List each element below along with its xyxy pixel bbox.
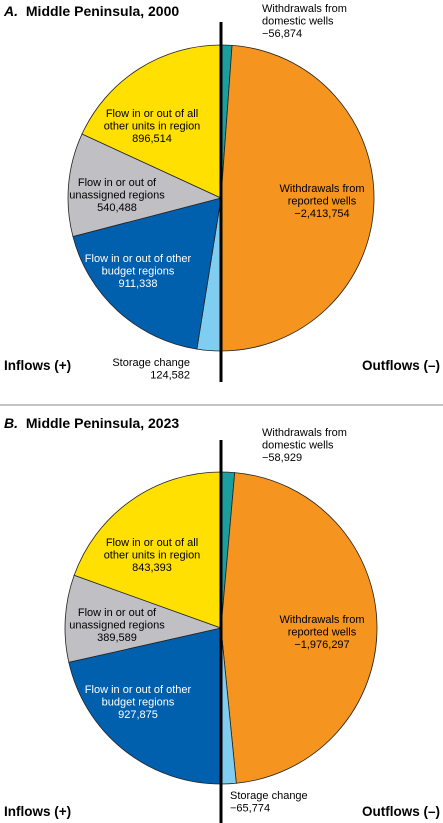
svg-text:A. Middle Peninsula, 200: A. Middle Peninsula, 2000 (3, 3, 179, 19)
slice-label: Flow in or out of all other units in regi… (104, 537, 201, 574)
slice-label: Flow in or out of all other units in regi… (104, 108, 201, 145)
panel-a-title: Middle Peninsula, 2000 (26, 3, 179, 19)
pie-slice (72, 197, 222, 350)
panel-a-letter: A. (3, 3, 18, 19)
panel-b-labels: Withdrawals from domestic wells −58,929 Wit… (69, 427, 364, 815)
slice-label: Withdrawals from reported wells −2,413,754 (280, 183, 365, 220)
panel-b: B. Middle Peninsula, 2023 Withdrawals fr… (4, 415, 440, 823)
panel-a-outflows-label: Outflows (–) (362, 358, 440, 373)
panel-a: A. Middle Peninsula, 2000 Withdrawals fr… (3, 3, 440, 382)
slice-label: Flow in or out of other budget regions 911… (85, 253, 192, 290)
panel-b-title: Middle Peninsula, 2023 (26, 415, 179, 431)
panel-b-inflows-label: Inflows (+) (4, 804, 71, 819)
pie-slice (67, 133, 223, 238)
pie-slice (220, 44, 375, 352)
svg-text:B. Middle Peninsula, 202: B. Middle Peninsula, 2023 (4, 415, 179, 431)
pie-slice (68, 627, 222, 785)
pie-slice (64, 574, 223, 663)
slice-label: Storage change 124,582 (112, 357, 190, 382)
slice-label: Storage change −65,774 (230, 790, 308, 815)
panel-b-slices (64, 471, 378, 785)
slice-label: Withdrawals from reported wells −1,976,297 (280, 614, 365, 651)
pie-slice (81, 44, 222, 199)
slice-label: Withdrawals from domestic wells −56,874 (262, 3, 347, 40)
slice-label: Flow in or out of unassigned regions 389,5… (69, 607, 165, 644)
slice-label: Withdrawals from domestic wells −58,929 (262, 427, 347, 464)
slice-label: Flow in or out of unassigned regions 540,4… (69, 177, 165, 214)
pie-slice (220, 472, 378, 784)
panel-b-outflows-label: Outflows (–) (362, 804, 440, 819)
panel-b-letter: B. (4, 415, 18, 431)
panel-a-slices (67, 44, 375, 352)
slice-label: Flow in or out of other budget regions 927… (85, 684, 192, 721)
pie-slice (73, 471, 222, 629)
panel-a-labels: Withdrawals from domestic wells −56,874 Wit… (69, 3, 364, 382)
panel-a-inflows-label: Inflows (+) (4, 358, 71, 373)
